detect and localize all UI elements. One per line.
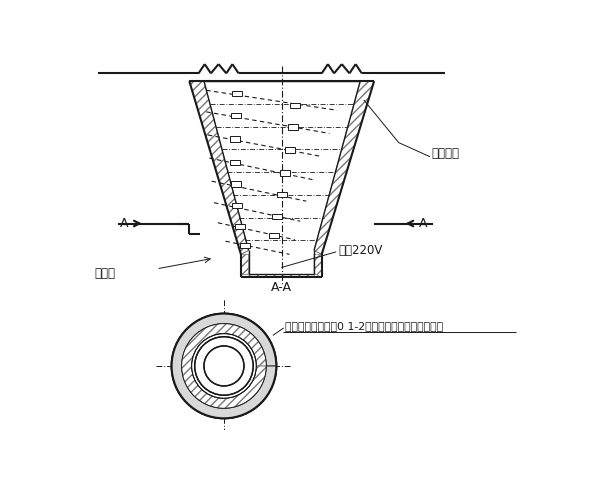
Bar [280, 170, 290, 176]
Circle shape [194, 337, 253, 395]
Text: 放料阀: 放料阀 [95, 267, 116, 280]
Circle shape [204, 346, 244, 386]
Text: 铝箔胶带: 铝箔胶带 [432, 147, 460, 160]
Bar [269, 233, 280, 238]
Text: A: A [119, 217, 128, 230]
Text: 在金属外壳上先缤0 1-2层玻璃丝布，然后缤伴热带: 在金属外壳上先缤0 1-2层玻璃丝布，然后缤伴热带 [285, 321, 443, 331]
Bar [231, 181, 241, 186]
Bar [285, 147, 295, 153]
Bar [230, 137, 240, 142]
Bar [231, 113, 241, 118]
Bar [235, 224, 245, 229]
Polygon shape [241, 251, 249, 255]
Bar [272, 213, 282, 219]
Bar [240, 243, 250, 248]
Polygon shape [241, 255, 249, 277]
Polygon shape [171, 313, 277, 418]
Bar [232, 203, 242, 208]
Circle shape [191, 334, 256, 398]
Bar [230, 159, 240, 165]
Text: A-A: A-A [271, 281, 292, 294]
Polygon shape [314, 251, 322, 255]
Bar [290, 102, 300, 108]
Polygon shape [189, 81, 249, 255]
Text: 供电220V: 供电220V [339, 244, 383, 257]
Polygon shape [241, 273, 314, 277]
Polygon shape [314, 81, 374, 255]
Bar [277, 192, 287, 198]
Bar [232, 91, 242, 97]
Polygon shape [314, 255, 322, 277]
Polygon shape [181, 324, 267, 408]
Text: A: A [419, 217, 428, 230]
Circle shape [171, 313, 277, 418]
Bar [288, 124, 298, 129]
